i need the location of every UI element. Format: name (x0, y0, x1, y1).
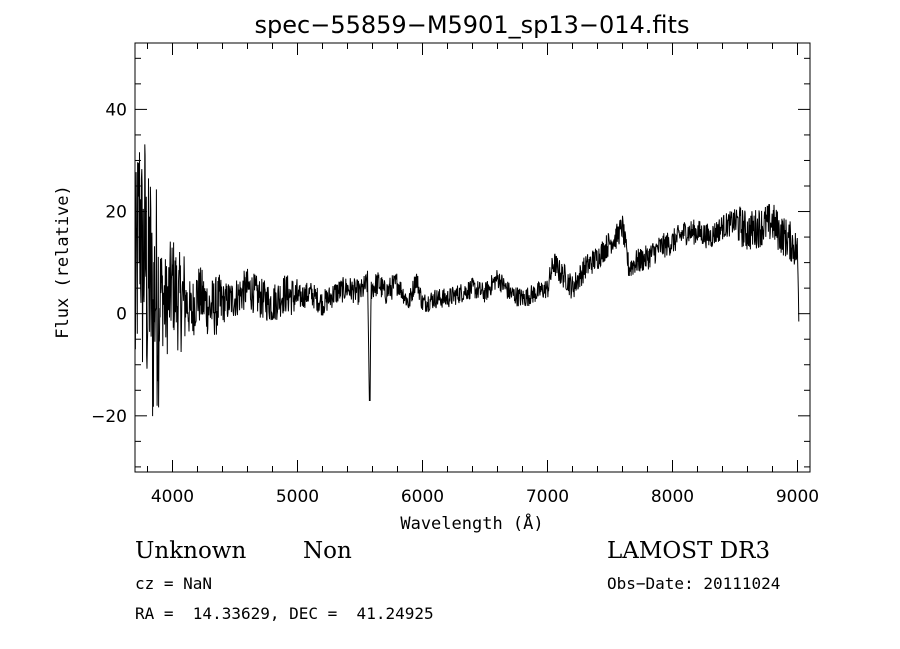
axes-frame: 4000 5000 6000 7000 8000 9000 −20 0 20 40 (91, 42, 819, 507)
x-tick-label: 6000 (401, 487, 444, 507)
series-layer (134, 144, 800, 417)
survey-name: LAMOST DR3 (607, 538, 771, 564)
y-tick-label: 0 (116, 305, 127, 325)
x-tick-label: 4000 (151, 487, 194, 507)
chart-title: spec−55859−M5901_sp13−014.fits (255, 11, 690, 39)
x-tick-label: 8000 (651, 487, 694, 507)
x-tick-label: 9000 (776, 487, 819, 507)
x-tick-label: 7000 (526, 487, 569, 507)
object-subclass: Non (303, 538, 352, 564)
x-axis-label: Wavelength (Å) (400, 512, 543, 534)
ra-dec-coordinates: RA = 14.33629, DEC = 41.24925 (135, 604, 434, 623)
observation-date: Obs−Date: 20111024 (607, 574, 781, 593)
redshift-cz: cz = NaN (135, 574, 213, 593)
x-tick-label: 5000 (276, 487, 319, 507)
object-class: Unknown (135, 538, 247, 564)
y-tick-label: 40 (105, 100, 127, 120)
plot-frame (134, 42, 811, 473)
y-axis-label: Flux (relative) (53, 185, 73, 339)
y-tick-label: 20 (105, 203, 127, 223)
spectrum-line (134, 144, 800, 417)
y-tick-label: −20 (91, 407, 127, 427)
